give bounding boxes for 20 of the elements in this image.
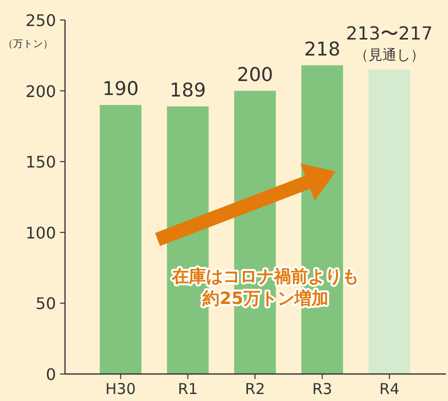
y-tick-label: 150 (25, 152, 56, 172)
x-tick-label: H30 (105, 380, 136, 398)
y-axis-title: （万トン） (3, 39, 53, 50)
data-label: 189 (170, 79, 206, 102)
annotation: 213〜217 (346, 24, 433, 45)
annotation: （見通し） (354, 48, 424, 64)
y-tick-label: 100 (25, 223, 56, 242)
y-tick-label: 250 (25, 11, 56, 30)
x-tick-label: R1 (178, 380, 198, 398)
x-tick-label: R4 (379, 380, 400, 398)
bar (100, 104, 142, 374)
y-tick-label: 200 (25, 82, 56, 101)
data-label: 218 (304, 38, 340, 60)
data-label: 190 (102, 78, 139, 100)
x-tick-label: R2 (245, 380, 265, 398)
y-tick-label: 50 (36, 294, 56, 314)
data-label: 200 (236, 64, 274, 86)
y-tick-label: 0 (46, 365, 56, 384)
bar (368, 70, 410, 374)
x-tick-label: R3 (312, 380, 332, 398)
